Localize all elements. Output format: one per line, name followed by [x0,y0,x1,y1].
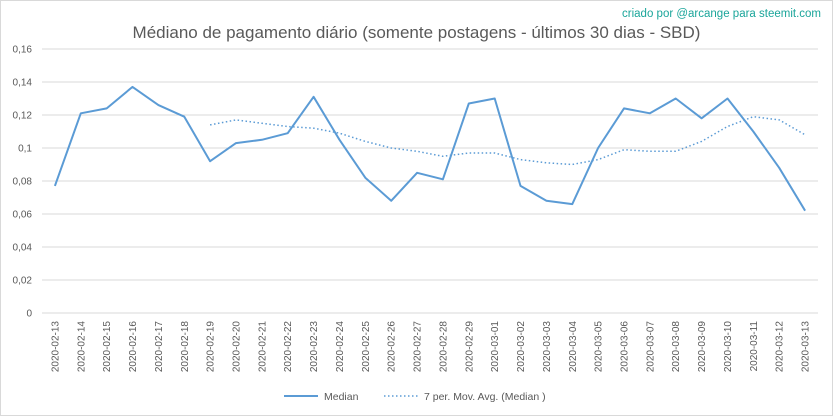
y-axis: 0 0,02 0,04 0,06 0,08 0,1 0,12 0,14 0,16 [13,45,33,320]
x-tick-label: 2020-03-05 [594,321,605,373]
y-tick-label: 0,1 [18,144,32,155]
x-axis: 2020-02-13 2020-02-14 2020-02-15 2020-02-16… [50,321,811,373]
x-tick-label: 2020-02-19 [206,321,217,373]
x-tick-label: 2020-03-13 [801,321,812,373]
legend-label: 7 per. Mov. Avg. (Median ) [424,391,546,403]
x-tick-label: 2020-03-09 [697,321,708,373]
x-tick-label: 2020-02-28 [438,321,449,373]
credit-text: criado por @arcange para steemit.com [622,8,821,20]
y-tick-label: 0,06 [13,210,33,221]
x-tick-label: 2020-02-15 [102,321,113,373]
legend: Median 7 per. Mov. Avg. (Median ) [284,391,546,403]
x-tick-label: 2020-03-04 [568,321,579,373]
x-tick-label: 2020-02-14 [76,321,87,373]
y-tick-label: 0,02 [13,276,33,287]
legend-label: Median [324,391,359,403]
y-tick-label: 0,16 [13,45,33,56]
gridlines [42,48,818,314]
x-tick-label: 2020-02-16 [128,321,139,373]
y-tick-label: 0,04 [13,243,33,254]
x-tick-label: 2020-03-02 [516,321,527,373]
x-tick-label: 2020-03-07 [645,321,656,373]
x-tick-label: 2020-02-27 [413,321,424,373]
y-tick-label: 0,08 [13,177,33,188]
x-tick-label: 2020-02-23 [309,321,320,373]
y-tick-label: 0 [26,309,32,320]
chart-title: Médiano de pagamento diário (somente pos… [132,23,701,42]
x-tick-label: 2020-02-29 [464,321,475,373]
x-tick-label: 2020-03-10 [723,321,734,373]
series-lines [53,85,806,212]
x-tick-label: 2020-02-13 [50,321,61,373]
x-tick-label: 2020-03-12 [775,321,786,373]
x-tick-label: 2020-02-17 [154,321,165,373]
y-tick-label: 0,12 [13,111,33,122]
y-tick-label: 0,14 [13,78,33,89]
moving-average-line [209,115,806,166]
x-tick-label: 2020-03-08 [671,321,682,373]
x-tick-label: 2020-02-22 [283,321,294,373]
x-tick-label: 2020-02-26 [387,321,398,373]
x-tick-label: 2020-02-25 [361,321,372,373]
x-tick-label: 2020-02-20 [232,321,243,373]
x-tick-label: 2020-02-18 [180,321,191,373]
x-tick-label: 2020-02-24 [335,321,346,373]
median-line [53,85,806,212]
x-tick-label: 2020-03-11 [749,321,760,372]
x-tick-label: 2020-03-03 [542,321,553,373]
x-tick-label: 2020-03-06 [620,321,631,373]
x-tick-label: 2020-03-01 [490,321,501,373]
x-tick-label: 2020-02-21 [257,321,268,373]
